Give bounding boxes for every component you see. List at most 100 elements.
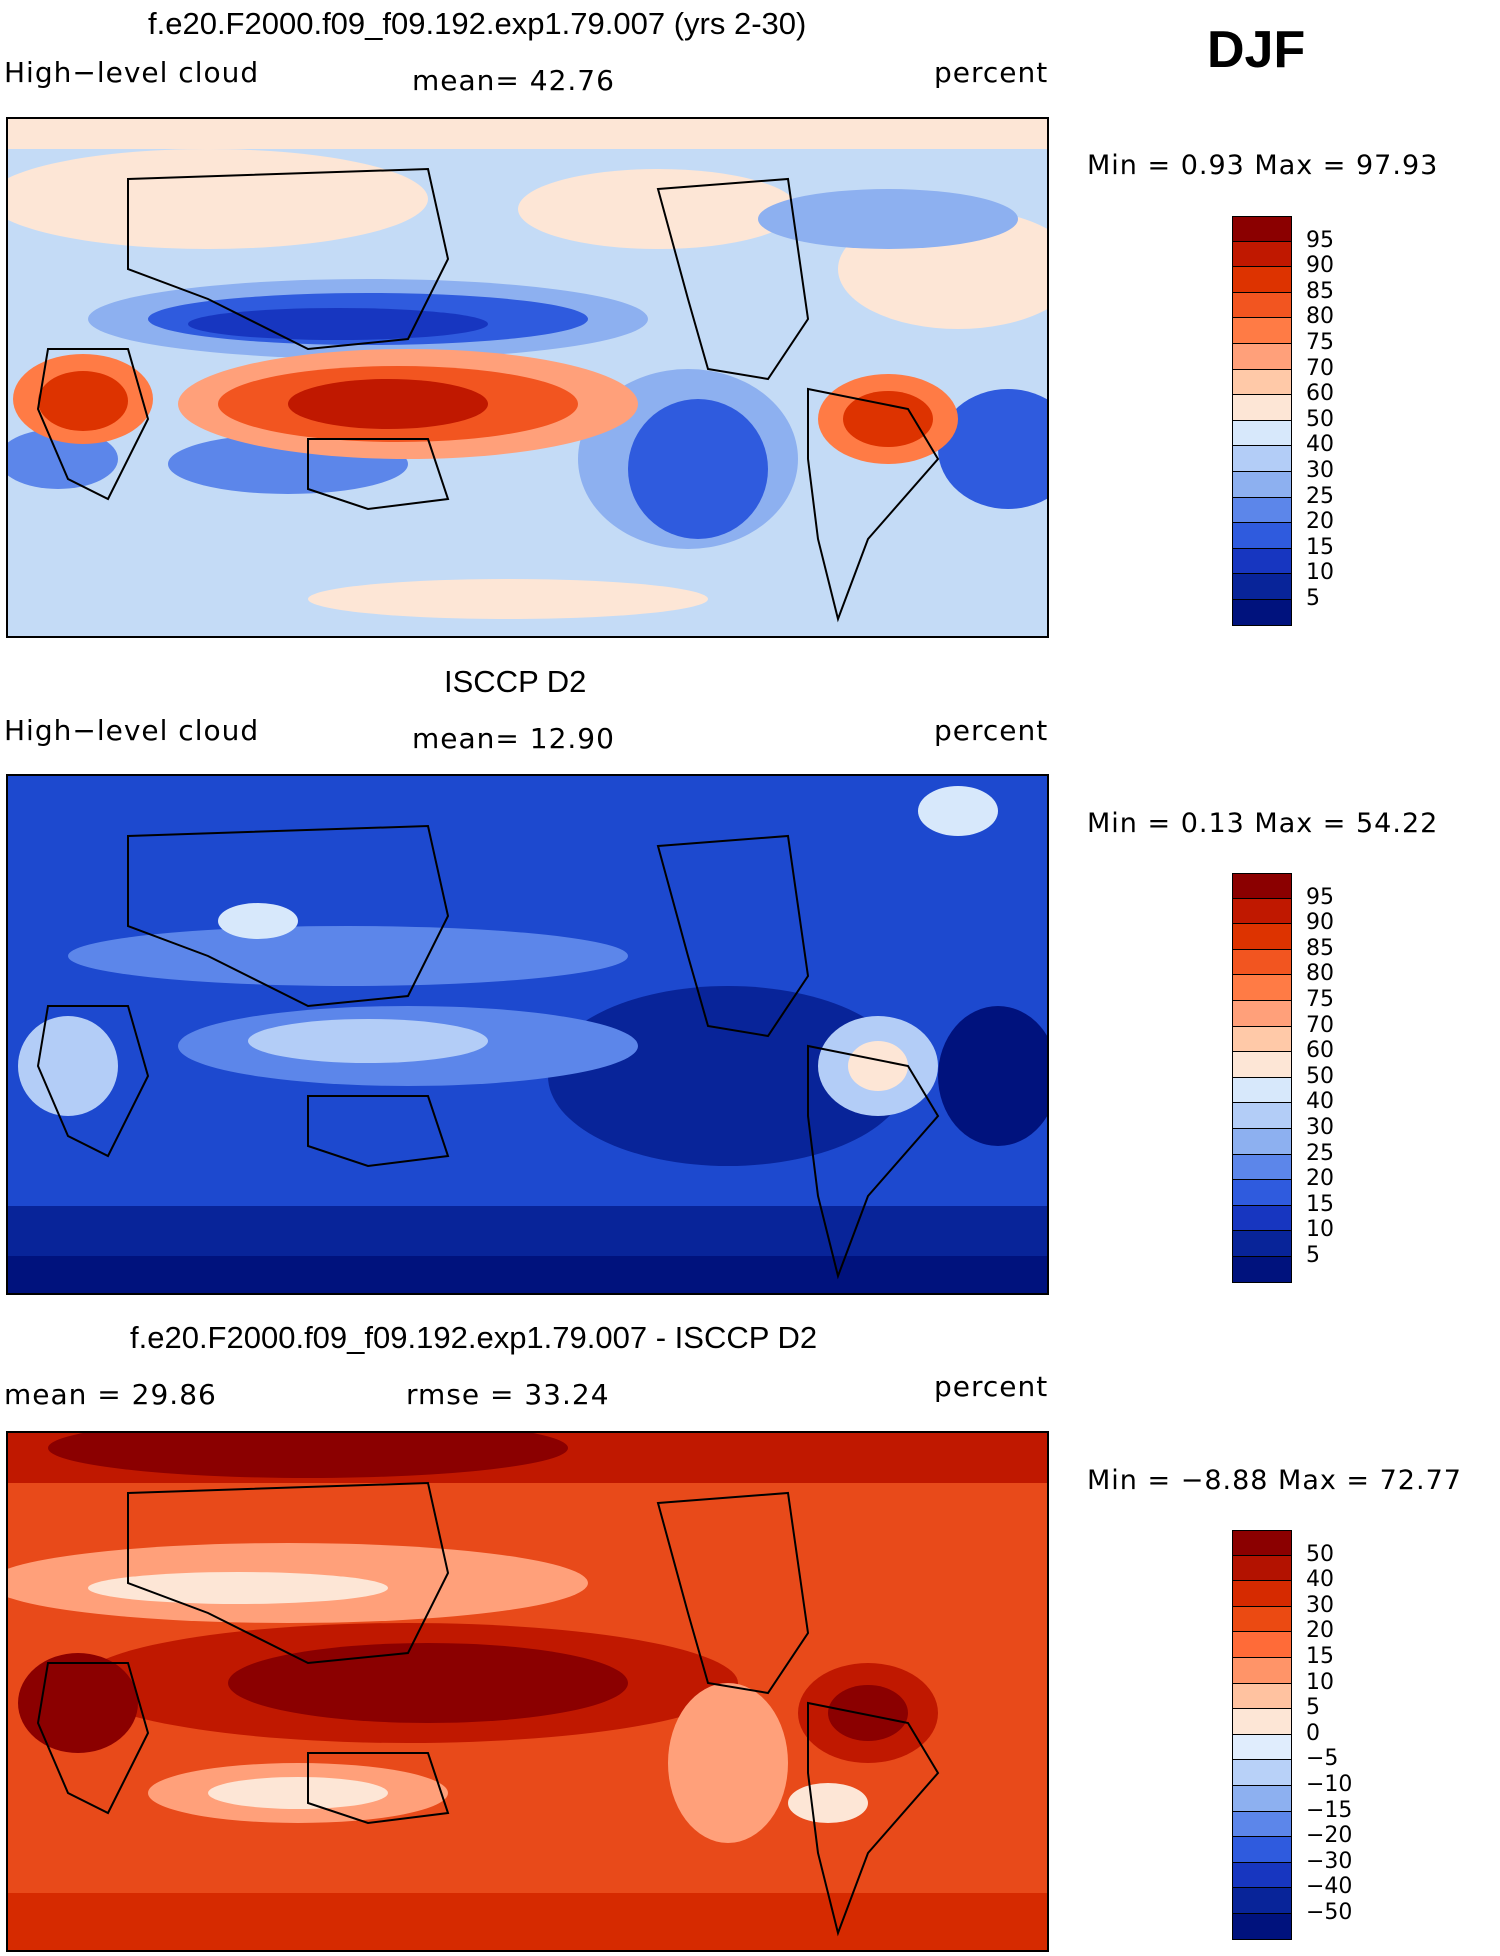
contour-band [18,1016,118,1116]
colorbar-label: 10 [1306,560,1334,586]
colorbar-swatch [1232,267,1292,293]
colorbar-swatch [1232,1530,1292,1556]
colorbar-swatch [1232,1026,1292,1053]
colorbar-swatch [1232,1581,1292,1607]
contour-band [218,903,298,939]
colorbar-swatch [1232,318,1292,344]
panel-right-label: percent [934,56,1049,89]
colorbar-swatch [1232,898,1292,925]
contour-band [248,1019,488,1063]
colorbar-label: 60 [1306,381,1334,407]
colorbar-swatch [1232,497,1292,524]
colorbar-label: 30 [1306,458,1334,483]
colorbar-swatch [1232,1231,1292,1257]
colorbar-label: 40 [1306,1089,1334,1115]
colorbar-label: 25 [1306,483,1334,509]
colorbar-label: 30 [1306,1115,1334,1140]
panel-title: f.e20.F2000.f09_f09.192.exp1.79.007 (yrs… [148,6,807,41]
colorbar-swatch [1232,1555,1292,1582]
colorbar-swatch [1232,1001,1292,1027]
colorbar-swatch [1232,949,1292,976]
colorbar-swatch [1232,1709,1292,1735]
colorbar-swatch [1232,975,1292,1001]
panel-center-label: rmse = 33.24 [406,1378,610,1411]
contour-band [18,1653,138,1753]
colorbar-label: −15 [1306,1797,1353,1823]
map-plot [8,1433,1047,1950]
colorbar-swatch [1232,1658,1292,1684]
colorbar-swatch [1232,446,1292,472]
colorbar-label: 40 [1306,432,1334,458]
panel-minmax: Min = 0.93 Max = 97.93 [1087,150,1439,181]
panel-center-label: mean= 42.76 [412,64,615,97]
contour-band [8,429,118,489]
contour-band [828,1685,908,1741]
map-plot [8,119,1047,636]
map-model [6,117,1049,638]
colorbar-label: 50 [1306,1063,1334,1089]
colorbar-obs: 95 90 85 80 75 70 60 50 40 30 25 20 15 10 5 [1232,873,1372,1289]
contour-band [938,389,1047,509]
colorbar-swatch [1232,1129,1292,1155]
contour-band [548,986,908,1166]
contour-band [8,149,428,249]
colorbar-swatch [1232,1862,1292,1889]
colorbar-swatch [1232,1606,1292,1633]
colorbar-swatch [1232,1632,1292,1658]
colorbar-swatch [1232,1180,1292,1206]
colorbar-label: 10 [1306,1217,1334,1243]
colorbar-label: 80 [1306,304,1334,330]
contour-band [788,1783,868,1823]
colorbar-swatch [1232,1103,1292,1129]
colorbar-label: 80 [1306,961,1334,987]
panel-title: f.e20.F2000.f09_f09.192.exp1.79.007 - IS… [130,1320,818,1355]
panel-minmax: Min = 0.13 Max = 54.22 [1087,808,1439,839]
colorbar-swatch [1232,216,1292,242]
contour-band [938,1006,1047,1146]
colorbar-label: 70 [1306,1012,1334,1038]
contour-band [8,1893,1047,1950]
colorbar-swatch [1232,1811,1292,1838]
colorbar-label: 95 [1306,227,1334,253]
colorbar-swatch [1232,344,1292,370]
colorbar-label: 20 [1306,1618,1334,1644]
contour-band [8,1256,1047,1293]
map-diff [6,1431,1049,1952]
colorbar-model: 95 90 85 80 75 70 60 50 40 30 25 20 15 10 5 [1232,216,1372,632]
colorbar-label: −5 [1306,1746,1339,1772]
season-label: DJF [1207,21,1306,79]
colorbar-label: 90 [1306,910,1334,936]
colorbar-label: 25 [1306,1140,1334,1166]
colorbar-swatch [1232,1683,1292,1710]
colorbar-label: 5 [1306,586,1320,611]
colorbar-swatch [1232,1205,1292,1232]
colorbar-label: −10 [1306,1772,1353,1797]
panel-center-label: mean= 12.90 [412,722,615,755]
contour-band [288,379,488,429]
coastline [36,167,940,623]
map-plot [8,776,1047,1293]
colorbar-label: −50 [1306,1900,1353,1925]
coastline [36,824,940,1280]
colorbar-swatch [1232,241,1292,268]
colorbar-label: 85 [1306,935,1334,961]
colorbar-diff: 50 40 30 20 15 10 5 0 −5 −10 −15 −20 −30 −40 −50 [1232,1530,1372,1946]
colorbar-label: 90 [1306,253,1334,279]
colorbar-swatch [1232,1786,1292,1812]
contour-band [208,1777,388,1809]
colorbar-label: 15 [1306,1191,1334,1217]
panel-left-label: mean = 29.86 [4,1378,217,1411]
colorbar-label: 95 [1306,884,1334,910]
contour-band [628,399,768,539]
contour-band [308,579,708,619]
contour-band [518,169,798,249]
contour-band [843,391,933,447]
colorbar-label: 75 [1306,987,1334,1012]
contour-band [88,1572,388,1604]
contour-band [668,1683,788,1843]
panel-minmax: Min = −8.88 Max = 72.77 [1087,1465,1462,1496]
contour-band [38,371,128,431]
colorbar-label: 60 [1306,1038,1334,1064]
colorbar-label: 85 [1306,278,1334,304]
colorbar-label: −20 [1306,1823,1353,1849]
